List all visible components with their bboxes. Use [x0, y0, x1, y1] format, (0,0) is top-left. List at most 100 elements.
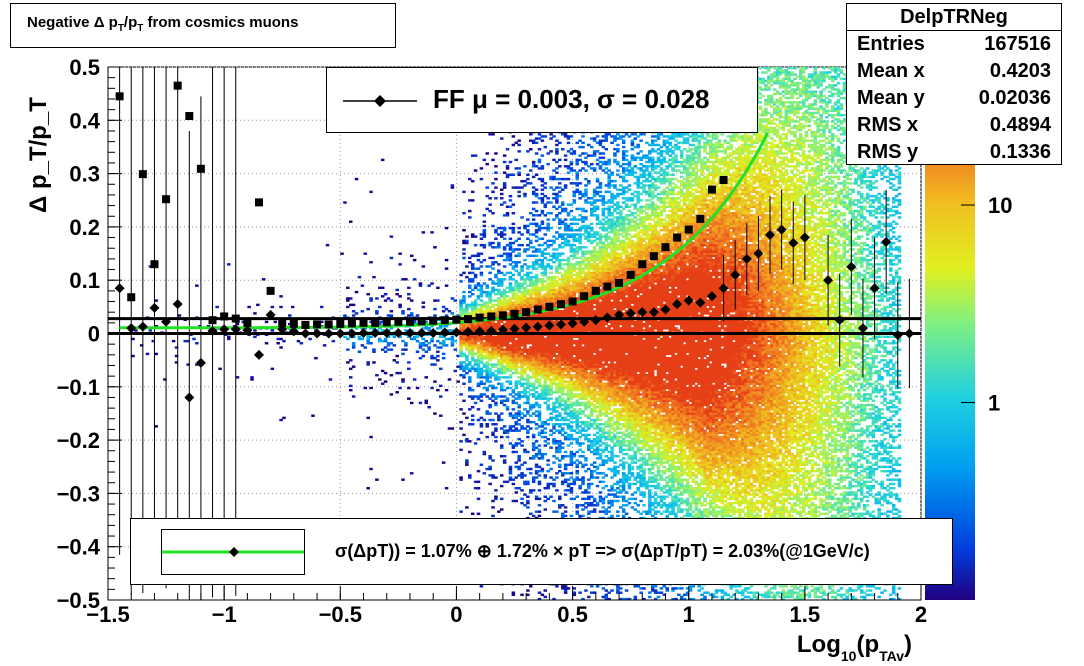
heat-cell	[526, 451, 530, 453]
heat-cell	[593, 444, 597, 446]
heat-cell	[575, 163, 579, 165]
heat-cell	[485, 387, 489, 389]
heat-cell	[535, 235, 539, 237]
heat-cell	[349, 376, 353, 378]
heat-cell	[599, 238, 603, 240]
heat-cell	[541, 455, 545, 457]
heat-cell	[491, 267, 495, 269]
heat-cell	[509, 259, 513, 261]
heat-cell	[526, 380, 530, 382]
heat-cell	[477, 438, 481, 440]
heat-cell	[271, 329, 275, 331]
heat-cell	[587, 485, 591, 487]
heat-cell	[195, 342, 199, 344]
heat-cell	[549, 387, 553, 389]
heat-cell	[544, 270, 548, 272]
heat-cell	[526, 378, 530, 380]
heat-cell	[599, 167, 603, 169]
heat-cell	[599, 182, 603, 184]
heat-cell	[488, 380, 492, 382]
heat-cell	[523, 280, 527, 282]
heat-cell	[538, 415, 542, 417]
heat-cell	[538, 481, 542, 483]
heat-cell	[375, 297, 379, 299]
heat-cell	[512, 408, 516, 410]
heat-cell	[541, 193, 545, 195]
heat-cell	[578, 436, 582, 438]
heat-cell	[549, 496, 553, 498]
heat-cell	[381, 287, 385, 289]
heat-cell	[500, 137, 504, 139]
heat-cell	[477, 282, 481, 284]
heat-cell	[570, 472, 574, 474]
heat-cell	[552, 380, 556, 382]
heat-cell	[401, 340, 405, 342]
heat-cell	[364, 387, 368, 389]
heat-cell	[573, 481, 577, 483]
heat-cell	[523, 227, 527, 229]
heat-cell	[520, 353, 524, 355]
heat-cell	[593, 139, 597, 141]
heat-cell	[494, 231, 498, 233]
heat-cell	[506, 176, 510, 178]
heat-cell	[390, 257, 394, 259]
heat-cell	[567, 165, 571, 167]
heat-cell	[581, 483, 585, 485]
heat-cell	[500, 197, 504, 199]
heat-cell	[549, 412, 553, 414]
heat-cell	[468, 361, 472, 363]
heat-cell	[544, 440, 548, 442]
heat-cell	[570, 397, 574, 399]
heat-cell	[564, 510, 568, 512]
heat-cell	[602, 429, 606, 431]
heat-cell	[369, 436, 373, 438]
heat-cell	[416, 387, 420, 389]
heat-cell	[515, 270, 519, 272]
heat-cell	[546, 252, 550, 254]
heat-cell	[515, 427, 519, 429]
heat-cell	[593, 195, 597, 197]
heat-cell	[512, 212, 516, 214]
heat-cell	[599, 191, 603, 193]
heat-cell	[369, 261, 373, 263]
heat-cell	[494, 489, 498, 491]
heat-cell	[561, 221, 565, 223]
heat-cell	[541, 139, 545, 141]
heat-cell	[517, 455, 521, 457]
heat-cell	[535, 174, 539, 176]
heat-cell	[480, 380, 484, 382]
heat-cell	[555, 410, 559, 412]
heat-cell	[564, 238, 568, 240]
heat-cell	[584, 157, 588, 159]
heat-cell	[552, 206, 556, 208]
heat-cell	[491, 434, 495, 436]
heat-cell	[314, 357, 318, 359]
heat-cell	[570, 310, 574, 312]
heat-cell	[352, 346, 356, 348]
heat-cell	[410, 312, 414, 314]
heat-cell	[471, 280, 475, 282]
heat-cell	[369, 299, 373, 301]
heat-cell	[555, 457, 559, 459]
heat-cell	[506, 406, 510, 408]
heat-cell	[584, 464, 588, 466]
heat-cell	[558, 272, 562, 274]
heat-cell	[590, 163, 594, 165]
heat-cell	[494, 429, 498, 431]
heat-cell	[593, 498, 597, 500]
heat-cell	[326, 244, 330, 246]
heat-cell	[541, 238, 545, 240]
heat-cell	[578, 238, 582, 240]
heat-cell	[465, 357, 469, 359]
heat-cell	[570, 451, 574, 453]
heat-cell	[552, 218, 556, 220]
heat-cell	[599, 142, 603, 144]
heat-cell	[401, 378, 405, 380]
heat-cell	[570, 442, 574, 444]
heat-cell	[448, 310, 452, 312]
heat-cell	[587, 270, 591, 272]
heat-cell	[546, 163, 550, 165]
heat-cell	[500, 498, 504, 500]
heat-cell	[488, 359, 492, 361]
heat-cell	[480, 353, 484, 355]
